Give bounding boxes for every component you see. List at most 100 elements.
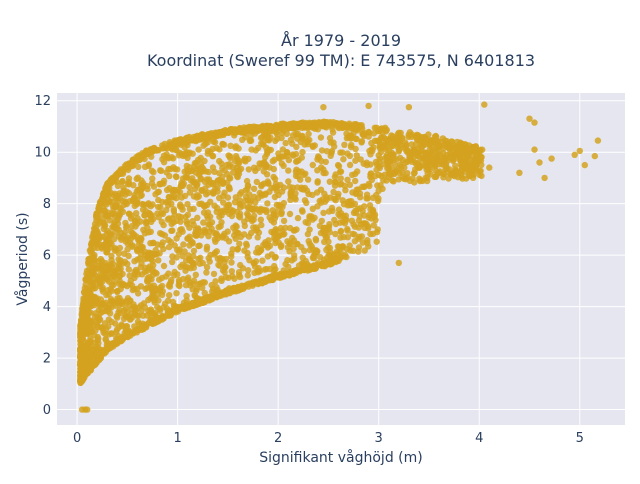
data-point	[204, 131, 211, 138]
data-point	[206, 221, 213, 228]
x-tick-label: 4	[475, 431, 483, 446]
data-point	[395, 259, 402, 267]
data-point	[148, 180, 156, 187]
data-point	[469, 174, 477, 181]
data-point	[166, 172, 173, 180]
data-point	[146, 263, 154, 270]
data-point	[369, 194, 377, 201]
data-point	[147, 255, 155, 263]
data-point	[231, 275, 238, 282]
data-point	[178, 194, 185, 201]
data-point	[133, 210, 140, 217]
data-point	[332, 230, 339, 238]
data-point	[79, 345, 87, 352]
data-point	[301, 247, 308, 254]
data-point	[79, 307, 86, 314]
data-point	[335, 249, 342, 256]
data-point	[246, 191, 253, 198]
data-point	[250, 185, 258, 192]
data-point	[462, 168, 469, 175]
data-point	[360, 160, 367, 167]
data-point	[115, 215, 122, 222]
data-point	[89, 263, 96, 270]
data-point	[284, 257, 291, 264]
data-point	[177, 214, 185, 221]
data-point	[302, 170, 309, 177]
data-point	[367, 173, 374, 181]
data-point	[286, 248, 293, 255]
data-point	[325, 223, 333, 230]
data-point	[177, 263, 184, 271]
data-point	[374, 182, 381, 189]
data-point	[277, 202, 284, 210]
data-point	[117, 310, 124, 317]
data-point	[165, 282, 173, 289]
data-point	[192, 226, 200, 233]
data-point	[237, 233, 244, 241]
data-point	[146, 148, 153, 156]
data-point	[234, 168, 242, 175]
data-point	[235, 160, 242, 167]
data-point	[402, 159, 409, 166]
data-point	[210, 270, 218, 278]
y-tick-label: 4	[43, 300, 51, 315]
data-point	[236, 240, 243, 247]
data-point	[306, 136, 313, 144]
data-point	[282, 139, 289, 147]
data-point	[101, 243, 108, 251]
data-point	[155, 196, 162, 204]
data-point	[159, 156, 166, 163]
data-point	[313, 249, 321, 256]
data-point	[154, 210, 161, 217]
data-point	[317, 254, 324, 261]
data-point	[325, 238, 332, 245]
data-point	[159, 239, 166, 246]
data-point	[343, 130, 350, 137]
data-point	[166, 312, 173, 319]
data-point	[427, 171, 434, 178]
data-point	[230, 224, 237, 231]
data-point	[238, 189, 245, 196]
data-point	[446, 166, 453, 173]
data-point	[233, 155, 241, 162]
data-point	[217, 223, 224, 230]
data-point	[223, 206, 231, 214]
data-point	[184, 201, 191, 208]
data-point	[396, 146, 403, 154]
data-point	[319, 122, 326, 130]
data-point	[102, 325, 110, 333]
data-point	[320, 104, 327, 111]
data-point	[148, 215, 155, 223]
data-point	[76, 361, 84, 369]
data-point	[258, 221, 265, 229]
data-point	[368, 139, 375, 147]
data-point	[232, 288, 240, 295]
data-point	[123, 161, 130, 168]
data-point	[131, 191, 138, 199]
data-point	[385, 154, 393, 161]
data-point	[101, 188, 108, 196]
data-point	[103, 249, 111, 256]
data-point	[216, 254, 224, 262]
data-point	[90, 285, 97, 292]
data-point	[352, 135, 359, 142]
data-point	[581, 161, 588, 169]
data-point	[260, 168, 267, 175]
data-point	[95, 262, 102, 270]
data-point	[203, 264, 211, 271]
data-point	[402, 176, 410, 183]
data-point	[175, 248, 183, 256]
data-point	[216, 157, 223, 165]
data-point	[193, 135, 200, 142]
data-point	[250, 212, 258, 220]
data-point	[368, 215, 375, 222]
data-point	[273, 135, 281, 142]
data-point	[173, 290, 180, 297]
data-point	[87, 290, 94, 298]
data-point	[365, 180, 372, 188]
data-point	[180, 241, 187, 248]
data-point	[138, 323, 145, 330]
data-point	[380, 161, 388, 168]
data-point	[275, 233, 282, 240]
data-point	[378, 134, 385, 141]
